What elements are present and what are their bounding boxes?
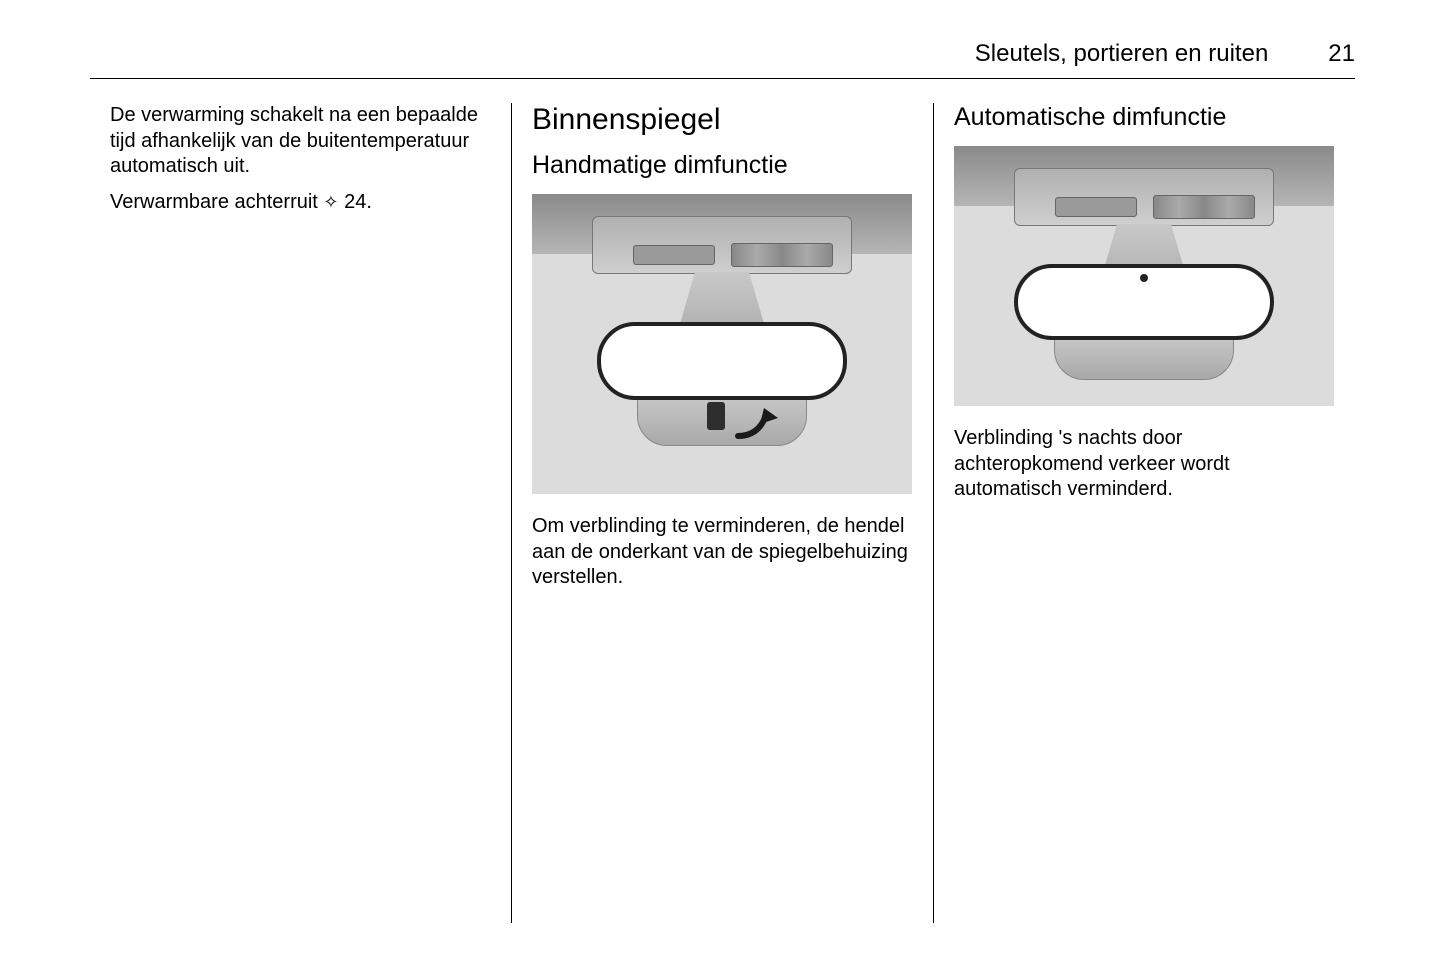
figure-overhead-console <box>592 216 852 274</box>
figure-mirror-glass <box>597 322 847 400</box>
col1-p2-prefix: Verwarmbare achterruit <box>110 191 323 213</box>
col3-paragraph-1: Verblinding 's nachts door achteropkomen… <box>954 426 1335 503</box>
manual-page: Sleutels, portieren en ruiten 21 De verw… <box>0 0 1445 966</box>
col2-heading: Binnenspiegel <box>532 103 913 137</box>
cross-reference-icon: ✧ <box>323 191 338 214</box>
figure-overhead-console <box>1014 168 1274 226</box>
col1-p2-suffix: . <box>366 191 372 213</box>
column-2: Binnenspiegel Handmatige dimfunctie Om <box>511 103 933 923</box>
col1-p2-xref: 24 <box>344 191 366 213</box>
figure-light-sensor-icon <box>1140 274 1148 282</box>
figure-auto-dim-mirror <box>954 146 1334 406</box>
figure-mirror-base <box>1054 336 1234 380</box>
content-columns: De verwarming schakelt na een bepaalde t… <box>90 103 1355 923</box>
header-section-title: Sleutels, portieren en ruiten <box>975 40 1269 68</box>
column-1: De verwarming schakelt na een bepaalde t… <box>90 103 511 923</box>
col2-subheading: Handmatige dimfunctie <box>532 151 913 180</box>
figure-dim-lever <box>707 402 725 430</box>
col1-paragraph-1: De verwarming schakelt na een bepaalde t… <box>110 103 491 180</box>
arrow-icon <box>734 402 786 442</box>
col2-paragraph-1: Om verblinding te verminderen, de hendel… <box>532 514 913 591</box>
header-page-number: 21 <box>1328 40 1355 68</box>
col1-paragraph-2: Verwarmbare achterruit ✧ 24. <box>110 190 491 216</box>
col3-subheading: Automatische dimfunctie <box>954 103 1335 132</box>
page-header: Sleutels, portieren en ruiten 21 <box>90 40 1355 79</box>
column-3: Automatische dimfunctie Verblinding 's n… <box>933 103 1355 923</box>
figure-manual-dim-mirror <box>532 194 912 494</box>
